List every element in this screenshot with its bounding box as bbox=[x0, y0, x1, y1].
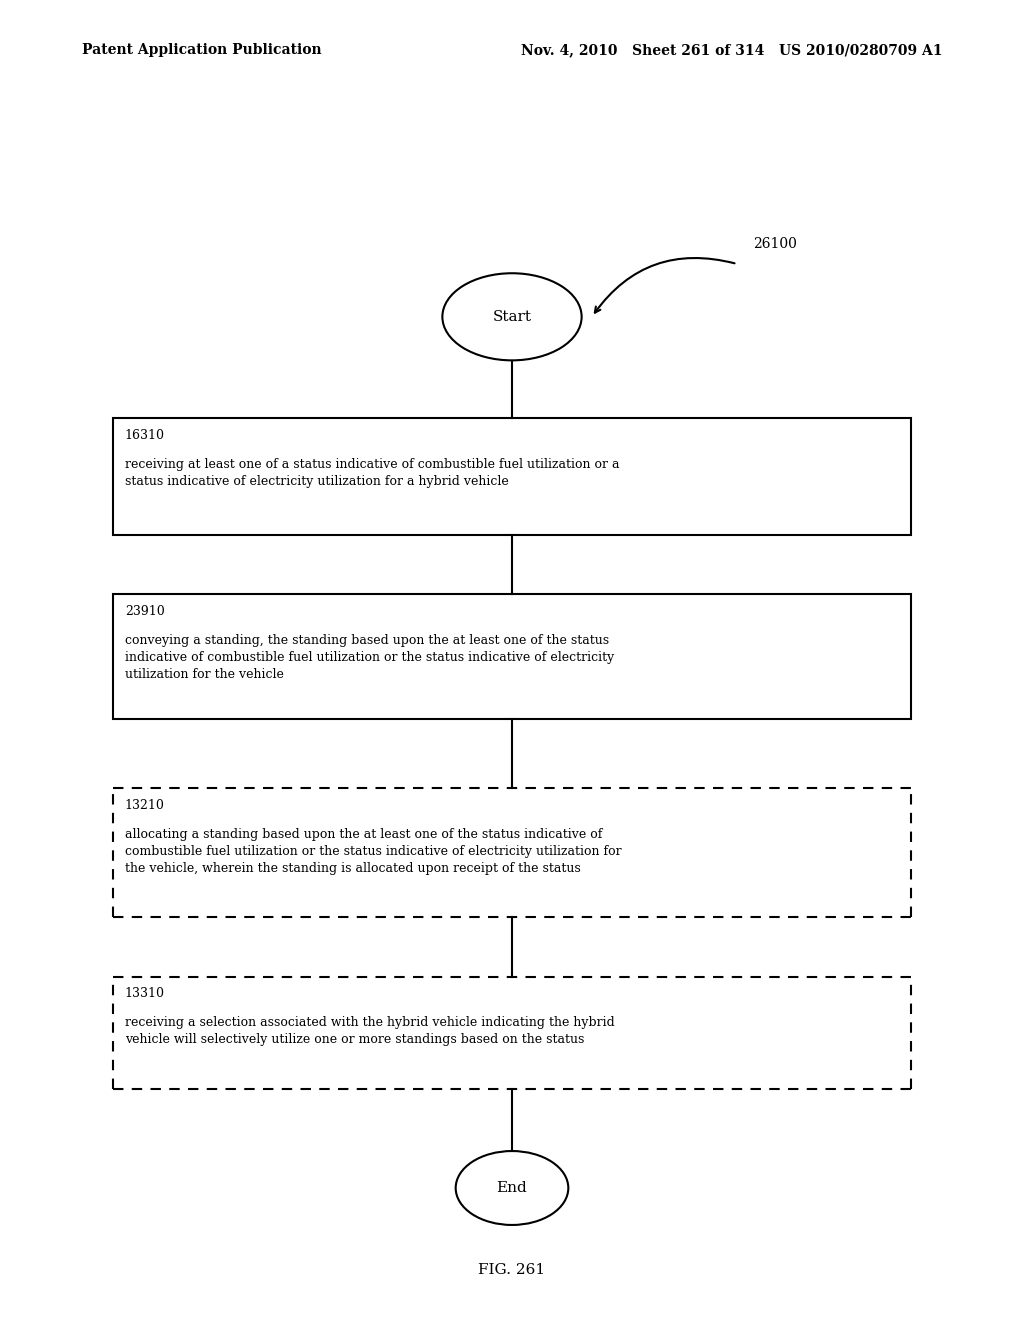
Text: receiving a selection associated with the hybrid vehicle indicating the hybrid
v: receiving a selection associated with th… bbox=[125, 1016, 614, 1047]
Ellipse shape bbox=[442, 273, 582, 360]
Text: Start: Start bbox=[493, 310, 531, 323]
Text: 13310: 13310 bbox=[125, 987, 165, 1001]
Text: 23910: 23910 bbox=[125, 605, 165, 618]
FancyBboxPatch shape bbox=[113, 594, 911, 719]
Text: 13210: 13210 bbox=[125, 799, 165, 812]
Text: conveying a standing, the standing based upon the at least one of the status
ind: conveying a standing, the standing based… bbox=[125, 634, 614, 681]
FancyBboxPatch shape bbox=[113, 418, 911, 535]
Text: FIG. 261: FIG. 261 bbox=[478, 1263, 546, 1276]
Text: 26100: 26100 bbox=[753, 238, 797, 251]
Text: End: End bbox=[497, 1181, 527, 1195]
Ellipse shape bbox=[456, 1151, 568, 1225]
Text: 16310: 16310 bbox=[125, 429, 165, 442]
Text: Patent Application Publication: Patent Application Publication bbox=[82, 44, 322, 57]
Text: receiving at least one of a status indicative of combustible fuel utilization or: receiving at least one of a status indic… bbox=[125, 458, 620, 488]
Text: Nov. 4, 2010   Sheet 261 of 314   US 2010/0280709 A1: Nov. 4, 2010 Sheet 261 of 314 US 2010/02… bbox=[520, 44, 942, 57]
Text: allocating a standing based upon the at least one of the status indicative of
co: allocating a standing based upon the at … bbox=[125, 828, 622, 875]
